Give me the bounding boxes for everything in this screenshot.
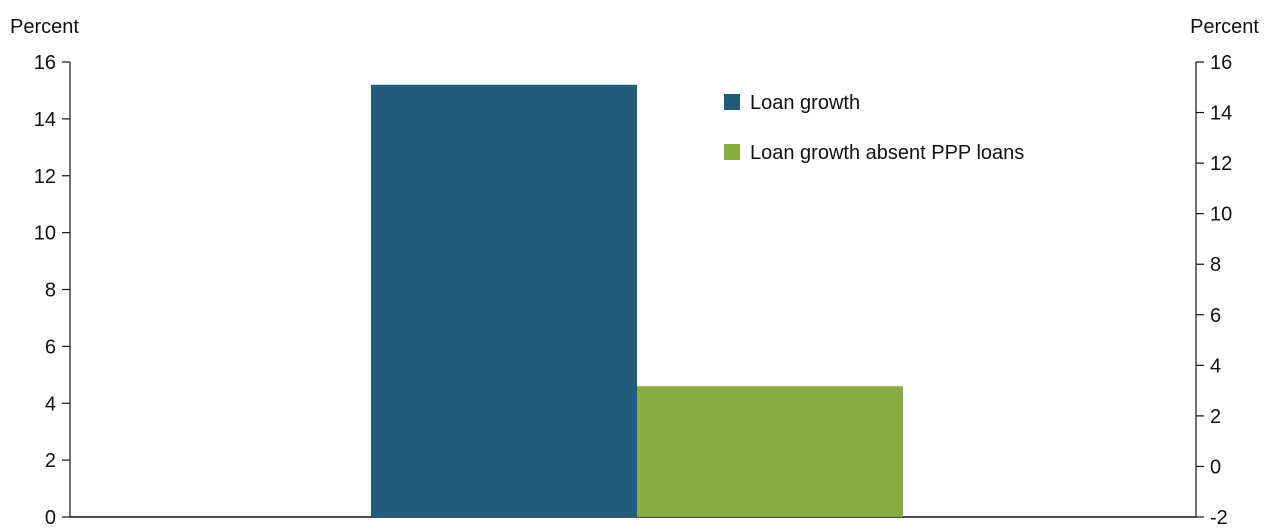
- left-tick-label: 4: [45, 393, 56, 415]
- right-tick-label: 10: [1210, 204, 1232, 226]
- right-tick-label: 12: [1210, 153, 1232, 175]
- left-tick-label: 2: [45, 450, 56, 472]
- left-axis-title: Percent: [10, 16, 79, 38]
- legend-swatch: [724, 94, 740, 110]
- bar-loan-growth-absent-ppp: [637, 386, 903, 517]
- right-axis-title: Percent: [1190, 16, 1259, 38]
- legend-swatch: [724, 144, 740, 160]
- right-tick-label: 14: [1210, 103, 1232, 125]
- right-tick-label: -2: [1210, 507, 1228, 525]
- axes-layer: Percent Percent 0 2 4 6 8 10 12 14 16 -2 0 2 4 6 8 10 12 14…: [10, 16, 1259, 529]
- right-tick-label: 0: [1210, 456, 1221, 478]
- right-tick-label: 16: [1210, 52, 1232, 74]
- left-tick-label: 8: [45, 280, 56, 302]
- bar-loan-growth: [371, 84, 637, 517]
- legend: Loan growth Loan growth absent PPP loans: [724, 92, 1024, 164]
- left-tick-label: 0: [45, 507, 56, 525]
- left-tick-label: 10: [34, 223, 56, 245]
- left-tick-label: 16: [34, 52, 56, 74]
- right-tick-label: 6: [1210, 305, 1221, 327]
- right-tick-label: 8: [1210, 254, 1221, 276]
- right-tick-label: 2: [1210, 406, 1221, 428]
- bars-layer: [371, 84, 903, 517]
- legend-label: Loan growth: [750, 92, 860, 114]
- right-tick-label: 4: [1210, 355, 1221, 377]
- left-tick-label: 12: [34, 166, 56, 188]
- left-tick-label: 6: [45, 336, 56, 358]
- legend-label: Loan growth absent PPP loans: [750, 142, 1024, 164]
- left-tick-label: 14: [34, 109, 56, 131]
